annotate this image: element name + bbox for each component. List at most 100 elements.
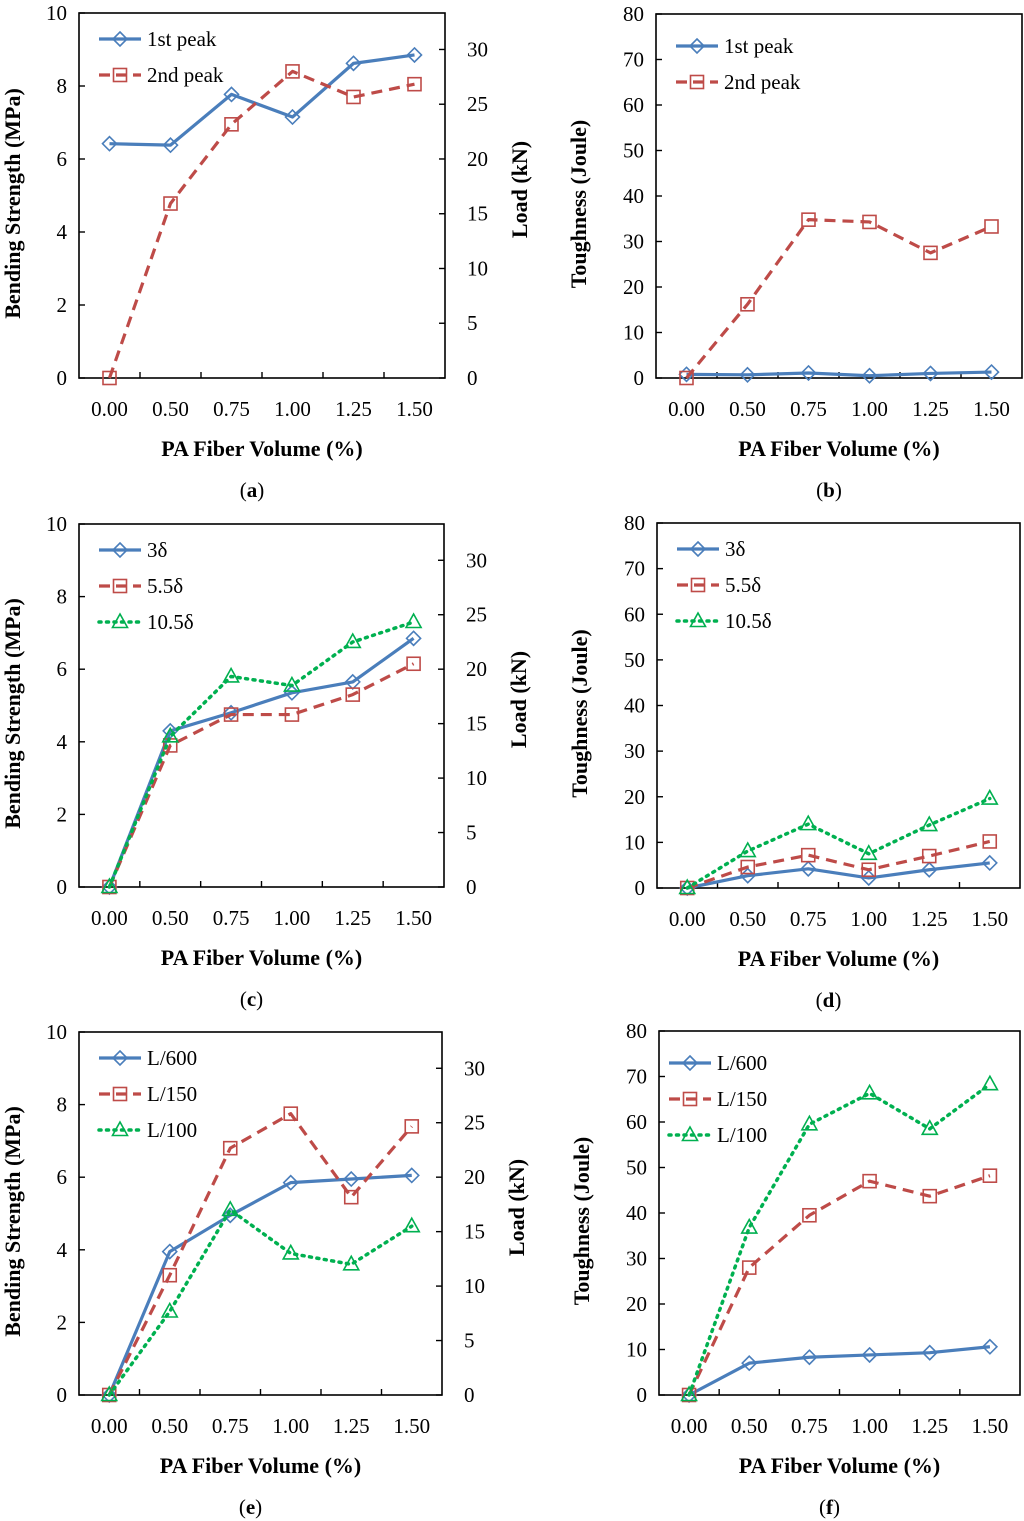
data-point-marker bbox=[921, 861, 938, 878]
x-axis-title: PA Fiber Volume (%) bbox=[161, 436, 362, 461]
data-point-marker bbox=[920, 815, 939, 832]
series-line bbox=[686, 839, 991, 890]
data-point-marker bbox=[405, 630, 422, 647]
legend-marker-icon bbox=[682, 1091, 698, 1107]
data-point-marker bbox=[404, 1119, 420, 1134]
data-point-marker bbox=[801, 1349, 818, 1366]
y2-tick-label: 15 bbox=[464, 1220, 485, 1244]
data-point-marker bbox=[224, 117, 239, 132]
data-point-marker bbox=[862, 214, 877, 230]
y2-tick-label: 20 bbox=[466, 657, 487, 681]
x-tick-label: 1.25 bbox=[334, 906, 371, 930]
y-tick-label: 0 bbox=[634, 366, 645, 390]
legend-label: L/150 bbox=[147, 1082, 197, 1106]
data-point-marker bbox=[222, 1140, 238, 1156]
series-10-5- bbox=[100, 612, 423, 894]
data-point-marker bbox=[160, 1301, 179, 1318]
y-tick-label: 70 bbox=[626, 1065, 647, 1089]
data-point-marker bbox=[800, 1114, 819, 1131]
legend-marker-icon bbox=[689, 74, 705, 90]
y2-tick-label: 15 bbox=[466, 712, 487, 736]
y-tick-label: 30 bbox=[626, 1247, 647, 1271]
legend-marker-icon bbox=[111, 541, 129, 559]
data-point-marker bbox=[343, 1189, 359, 1205]
data-point-marker bbox=[923, 245, 938, 261]
x-axis-title: PA Fiber Volume (%) bbox=[739, 1453, 940, 1478]
panel-caption: (e) bbox=[239, 1495, 262, 1519]
data-point-marker bbox=[680, 1385, 698, 1402]
series-line bbox=[107, 1173, 412, 1396]
data-point-marker bbox=[223, 86, 240, 103]
data-point-marker bbox=[678, 878, 697, 895]
plot-frame bbox=[656, 522, 1021, 889]
data-point-marker bbox=[800, 860, 817, 877]
series-line bbox=[685, 796, 992, 890]
legend-label: L/600 bbox=[717, 1051, 767, 1075]
x-tick-label: 0.75 bbox=[791, 1414, 828, 1438]
legend-label: 1st peak bbox=[724, 34, 794, 58]
y-tick-label: 0 bbox=[635, 876, 646, 900]
y-tick-label: 4 bbox=[57, 220, 68, 244]
x-axis-title: PA Fiber Volume (%) bbox=[738, 436, 939, 461]
panel-caption-letter: e bbox=[246, 1495, 255, 1519]
x-tick-label: 1.50 bbox=[393, 1414, 430, 1438]
y-axis-title: Bending Strength (MPa) bbox=[0, 1106, 25, 1337]
chart-e: 0 2 4 6 8 10 0.00 0.50 0.75 1.00 1.25 1.50 PA Fiber … bbox=[0, 1020, 529, 1519]
data-point-marker bbox=[800, 364, 817, 382]
y2-tick-label: 10 bbox=[467, 256, 488, 280]
y2-tick-label: 0 bbox=[467, 366, 478, 390]
data-point-marker bbox=[920, 1119, 939, 1136]
series-10-5- bbox=[678, 788, 999, 895]
legend-label: 5.5δ bbox=[725, 573, 761, 597]
legend-marker-icon bbox=[112, 578, 128, 594]
y-tick-label: 6 bbox=[57, 657, 68, 681]
y-tick-label: 0 bbox=[57, 1383, 68, 1407]
y2-tick-label: 20 bbox=[464, 1165, 485, 1189]
series-line bbox=[109, 53, 415, 147]
chart-b: 0 10 20 30 40 50 60 70 80 0.00 0.50 0.75 1.00 1.25 1.5… bbox=[566, 2, 1023, 502]
series-1st-peak bbox=[101, 46, 423, 154]
data-point-marker bbox=[860, 869, 877, 887]
x-tick-label: 0.75 bbox=[212, 1414, 249, 1438]
y-tick-label: 10 bbox=[623, 321, 644, 345]
legend-item: L/100 bbox=[97, 1118, 197, 1142]
legend: 1st peak 2nd peak bbox=[676, 34, 801, 94]
legend-label: L/100 bbox=[717, 1123, 767, 1147]
x-tick-label: 1.00 bbox=[272, 1414, 309, 1438]
y2-tick-label: 25 bbox=[467, 92, 488, 116]
legend-item: L/600 bbox=[99, 1046, 197, 1070]
panel-caption-letter: f bbox=[826, 1495, 834, 1519]
data-point-marker bbox=[982, 834, 998, 849]
data-point-marker bbox=[859, 844, 878, 861]
data-point-marker bbox=[739, 366, 756, 383]
data-point-marker bbox=[346, 89, 361, 105]
data-point-marker bbox=[100, 1385, 119, 1402]
y-tick-label: 50 bbox=[624, 648, 645, 672]
series-l-100 bbox=[100, 1200, 421, 1402]
y2-axis-title: Load (kN) bbox=[504, 1159, 529, 1256]
y-tick-label: 40 bbox=[624, 694, 645, 718]
x-tick-label: 1.50 bbox=[973, 397, 1010, 421]
x-tick-label: 0.50 bbox=[729, 397, 766, 421]
data-point-marker bbox=[345, 55, 362, 72]
chart-c: 0 2 4 6 8 10 0.00 0.50 0.75 1.00 1.25 1.50 PA Fiber … bbox=[0, 512, 531, 1011]
x-axis-title: PA Fiber Volume (%) bbox=[161, 945, 362, 970]
panel-caption: (a) bbox=[240, 478, 265, 502]
legend-item: L/150 bbox=[669, 1087, 767, 1111]
x-tick-label: 0.50 bbox=[152, 397, 189, 421]
y-tick-label: 40 bbox=[623, 184, 644, 208]
series-line bbox=[107, 637, 415, 888]
series-line bbox=[107, 69, 415, 379]
x-tick-label: 0.50 bbox=[152, 906, 189, 930]
legend-item: L/150 bbox=[99, 1082, 197, 1106]
data-point-marker bbox=[980, 788, 999, 805]
y-tick-label: 8 bbox=[57, 1093, 68, 1117]
data-point-marker bbox=[407, 76, 422, 92]
plot-frame bbox=[655, 13, 1023, 379]
y-tick-label: 10 bbox=[624, 830, 645, 854]
y-tick-label: 20 bbox=[624, 785, 645, 809]
x-tick-label: 1.00 bbox=[851, 1414, 888, 1438]
x-tick-label: 0.75 bbox=[213, 906, 250, 930]
chart-d: 0 10 20 30 40 50 60 70 80 0.00 0.50 0.75 1.00 1.25 1.5… bbox=[567, 511, 1021, 1012]
data-point-marker bbox=[981, 1074, 999, 1091]
